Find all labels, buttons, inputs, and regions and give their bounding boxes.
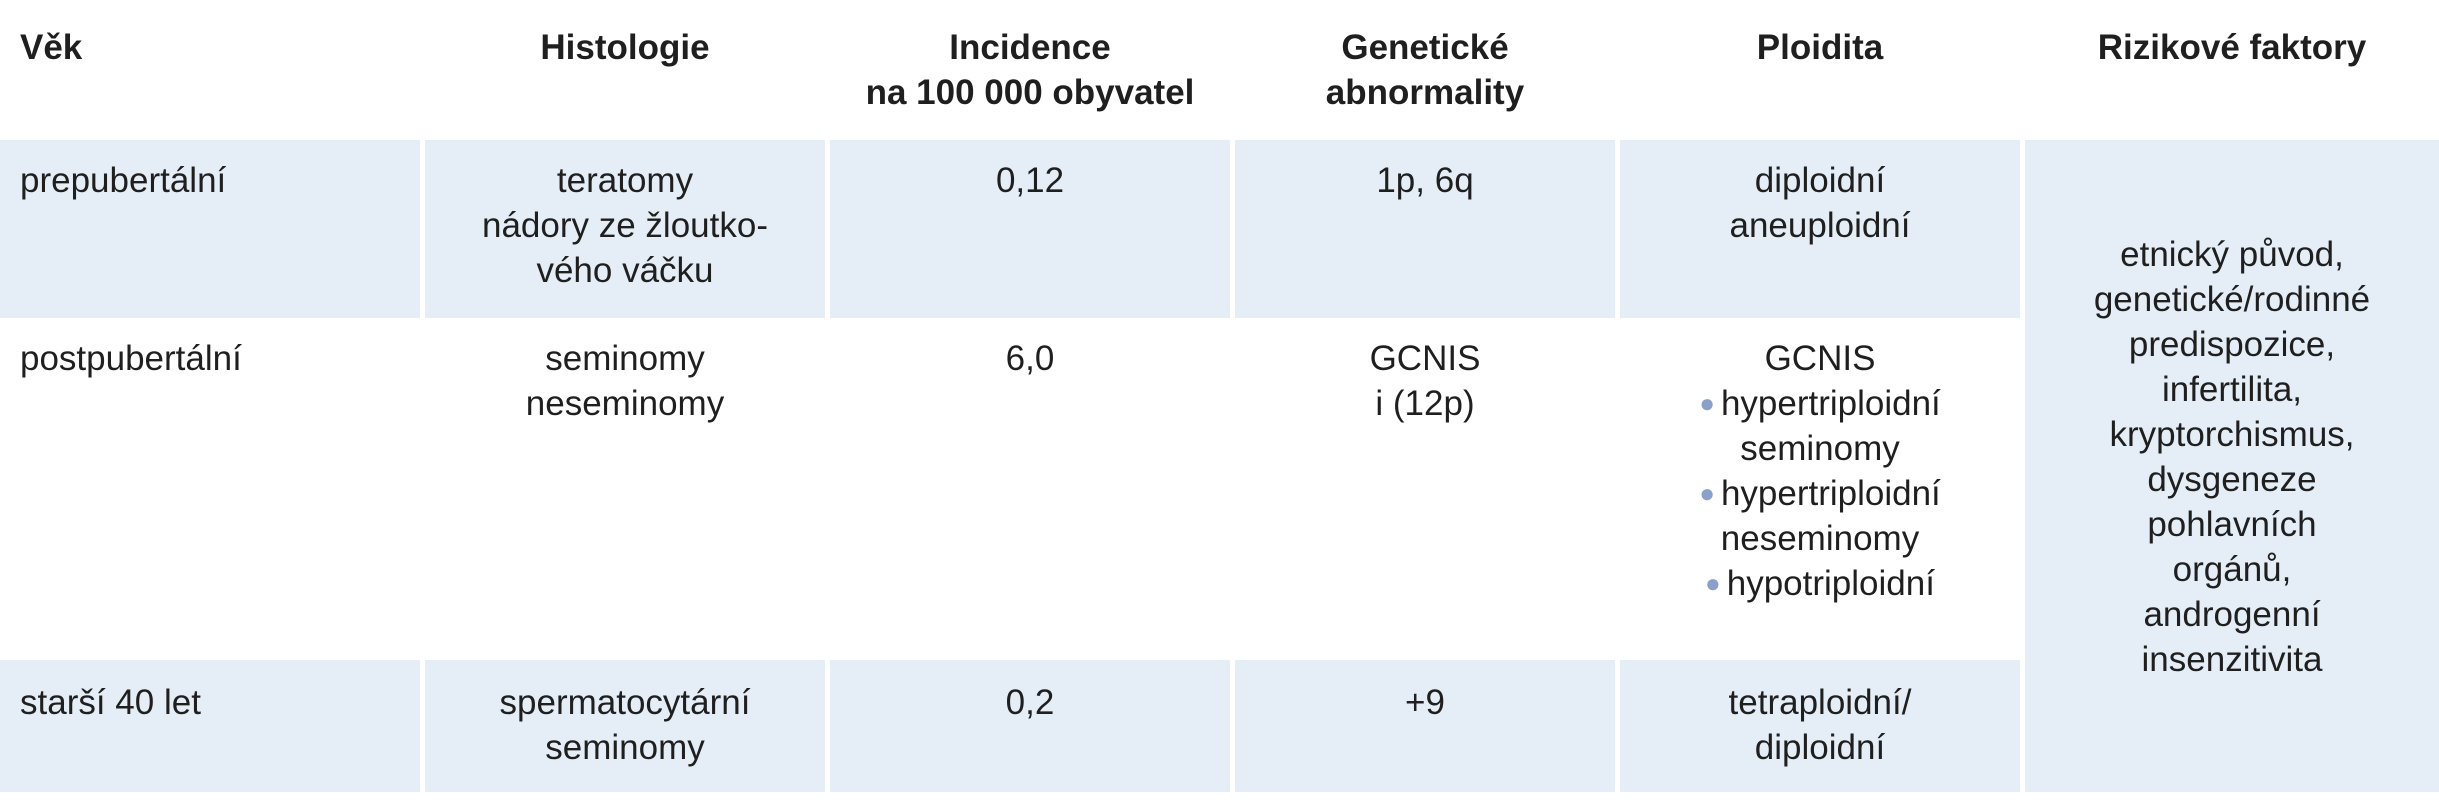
bullet-icon: ● xyxy=(1705,568,1721,598)
row1-ploidy: diploidní aneuploidní xyxy=(1620,140,2020,318)
bullet-icon: ● xyxy=(1699,388,1715,418)
header-histology: Histologie xyxy=(540,28,710,67)
row1-histology-line: vého váčku xyxy=(536,251,714,290)
row3-ploidy: tetraploidní/ diploidní xyxy=(1620,660,2020,792)
row2-genetic-line: i (12p) xyxy=(1375,384,1475,423)
row2-histology: seminomy neseminomy xyxy=(425,324,825,654)
risk-factors-cell: etnický původ, genetické/rodinné predisp… xyxy=(2025,140,2439,792)
header-age: Věk xyxy=(20,28,83,67)
ploidy-bullet-item: ● hypotriploidní xyxy=(1620,561,2020,606)
risk-factor-line: genetické/rodinné xyxy=(2093,280,2371,319)
header-genetic-line: abnormality xyxy=(1325,73,1525,112)
ploidy-bullet-item: ● hypertriploidní xyxy=(1620,381,2020,426)
risk-factor-line: pohlavních xyxy=(2147,505,2317,544)
risk-factor-line: insenzitivita xyxy=(2141,640,2323,679)
row2-ploidy: GCNIS ● hypertriploidní seminomy ● hypertr… xyxy=(1620,324,2020,654)
row3-histology-line: spermatocytární xyxy=(499,683,751,722)
risk-factor-line: dysgeneze xyxy=(2147,460,2317,499)
row2-histology-line: neseminomy xyxy=(525,384,725,423)
row1-histology-line: teratomy xyxy=(556,161,694,200)
row3-ploidy-line: tetraploidní/ xyxy=(1728,683,1912,722)
risk-factor-line: orgánů, xyxy=(2172,550,2292,589)
risk-factor-line: androgenní xyxy=(2143,595,2321,634)
row2-age: postpubertální xyxy=(20,339,242,378)
row1-age: prepubertální xyxy=(0,140,420,318)
ploidy-bullet-item: ● hypertriploidní xyxy=(1620,471,2020,516)
row3-histology: spermatocytární seminomy xyxy=(425,660,825,792)
row1-ploidy-line: aneuploidní xyxy=(1729,206,1911,245)
row1-incidence: 0,12 xyxy=(830,140,1230,318)
row3-incidence: 0,2 xyxy=(830,660,1230,792)
row3-age: starší 40 let xyxy=(0,660,420,792)
risk-factor-line: infertilita, xyxy=(2161,370,2303,409)
header-incidence-line: na 100 000 obyvatel xyxy=(865,73,1195,112)
row3-ploidy-line: diploidní xyxy=(1754,728,1886,767)
header-risk: Rizikové faktory xyxy=(2097,28,2367,67)
row3-genetic: +9 xyxy=(1235,660,1615,792)
header-incidence-line: Incidence xyxy=(949,28,1111,67)
header-genetic-line: Genetické xyxy=(1341,28,1509,67)
risk-factor-line: predispozice, xyxy=(2128,325,2336,364)
bullet-text: hypertriploidní xyxy=(1720,384,1941,423)
bullet-text: hypertriploidní xyxy=(1720,474,1941,513)
header-ploidy: Ploidita xyxy=(1756,28,1884,67)
row1-genetic: 1p, 6q xyxy=(1235,140,1615,318)
risk-factor-line: kryptorchismus, xyxy=(2109,415,2355,454)
row2-genetic: GCNIS i (12p) xyxy=(1235,324,1615,654)
row2-incidence: 6,0 xyxy=(1005,339,1055,378)
row1-histology: teratomy nádory ze žloutko- vého váčku xyxy=(425,140,825,318)
row2-ploidy-title: GCNIS xyxy=(1764,339,1876,378)
risk-factor-line: etnický původ, xyxy=(2120,235,2344,274)
bullet-icon: ● xyxy=(1699,478,1715,508)
row3-histology-line: seminomy xyxy=(545,728,705,767)
header-genetic: Genetické abnormality xyxy=(1235,25,1615,115)
row1-histology-line: nádory ze žloutko- xyxy=(482,206,768,245)
row2-histology-line: seminomy xyxy=(545,339,705,378)
row1-ploidy-line: diploidní xyxy=(1754,161,1886,200)
ploidy-bullet-cont: seminomy xyxy=(1740,429,1900,468)
bullet-text: hypotriploidní xyxy=(1726,564,1935,603)
ploidy-bullet-cont: neseminomy xyxy=(1720,519,1920,558)
row2-genetic-line: GCNIS xyxy=(1369,339,1481,378)
header-incidence: Incidence na 100 000 obyvatel xyxy=(830,25,1230,115)
